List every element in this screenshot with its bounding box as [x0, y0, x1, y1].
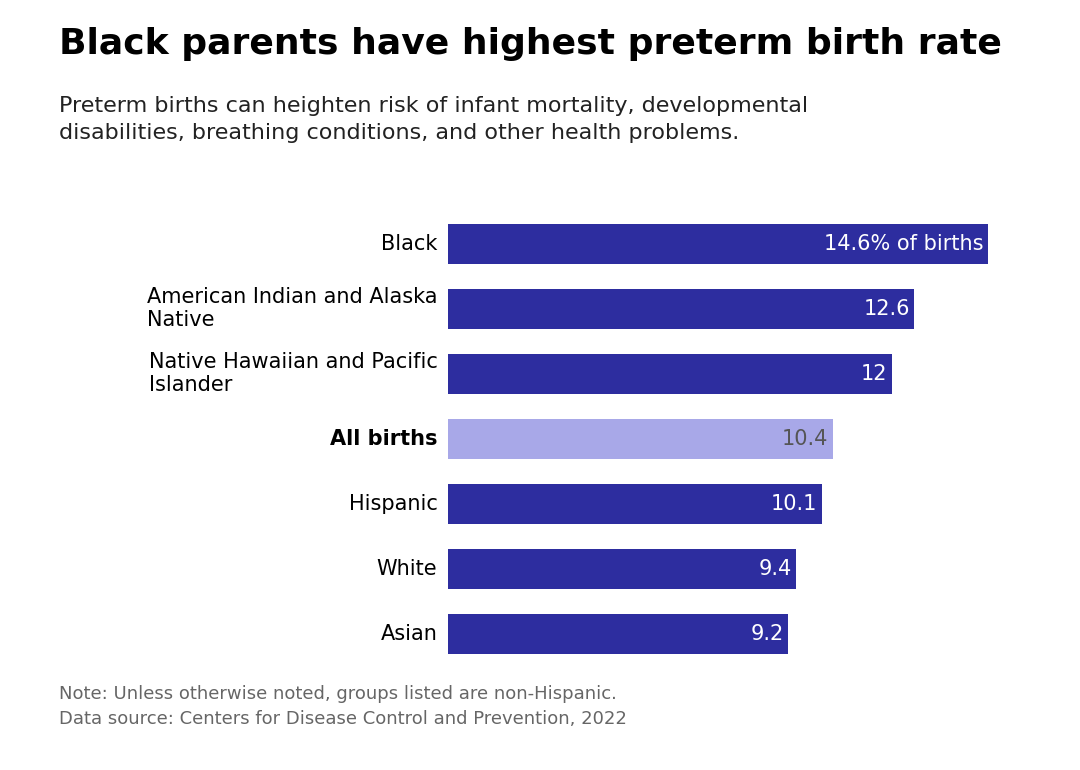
- Text: 14.6% of births: 14.6% of births: [824, 233, 984, 253]
- Text: White: White: [377, 559, 437, 579]
- Bar: [448, 223, 988, 264]
- Text: Black parents have highest preterm birth rate: Black parents have highest preterm birth…: [59, 27, 1002, 61]
- Bar: [448, 614, 788, 654]
- Text: Hispanic: Hispanic: [349, 494, 437, 514]
- Bar: [448, 353, 892, 394]
- Text: 12: 12: [861, 364, 888, 383]
- Text: 12.6: 12.6: [863, 299, 909, 319]
- Text: Native Hawaiian and Pacific
Islander: Native Hawaiian and Pacific Islander: [149, 352, 437, 396]
- Text: 10.4: 10.4: [782, 429, 828, 449]
- Text: 9.2: 9.2: [751, 624, 784, 644]
- Bar: [448, 419, 833, 459]
- Text: Black: Black: [381, 233, 437, 253]
- Text: Preterm births can heighten risk of infant mortality, developmental
disabilities: Preterm births can heighten risk of infa…: [59, 96, 809, 142]
- Bar: [448, 289, 914, 329]
- Text: Note: Unless otherwise noted, groups listed are non-Hispanic.
Data source: Cente: Note: Unless otherwise noted, groups lis…: [59, 685, 627, 728]
- Text: American Indian and Alaska
Native: American Indian and Alaska Native: [147, 287, 437, 330]
- Text: 10.1: 10.1: [771, 494, 818, 514]
- Bar: [448, 484, 822, 524]
- Text: Asian: Asian: [380, 624, 437, 644]
- Text: All births: All births: [329, 429, 437, 449]
- Text: 9.4: 9.4: [758, 559, 792, 579]
- Bar: [448, 549, 796, 589]
